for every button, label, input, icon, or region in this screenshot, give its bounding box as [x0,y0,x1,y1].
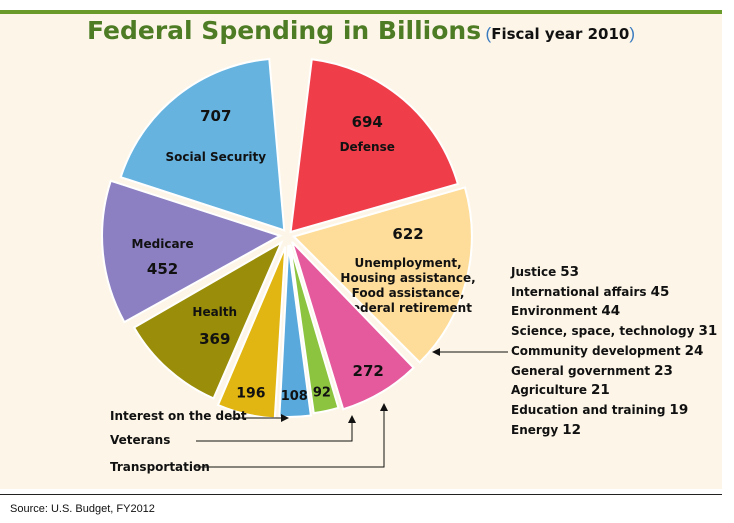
arrow-transportation [380,403,388,411]
slice-value-707: 707 [200,107,231,125]
leader-transportation [196,408,385,468]
small-item-label: Community development [511,343,681,358]
pie-slice-108 [278,244,312,418]
slice-value-196: 196 [236,386,265,402]
small-item-4: Community development 24 [511,342,717,362]
source-note: Source: U.S. Budget, FY2012 [10,503,155,515]
small-items-list: Justice 53 International affairs 45 Environm… [511,263,717,440]
small-item-value: 45 [650,283,670,300]
small-item-label: Energy [511,422,559,437]
slice-label-622-0: Unemployment, [354,256,461,270]
pie-slice-272 [291,241,416,411]
slice-value-452: 452 [147,260,178,278]
small-item-5: General government 23 [511,362,717,382]
small-item-1: International affairs 45 [511,283,717,303]
small-item-value: 53 [560,264,580,280]
small-item-6: Agriculture 21 [511,381,717,401]
arrow-veterans [348,415,356,423]
slice-value-108: 108 [281,389,308,404]
small-item-7: Education and training 19 [511,401,717,421]
small-item-value: 44 [601,303,621,320]
arrow-interest [281,414,289,422]
pie-slice-452 [101,179,283,324]
slice-label-452-0: Medicare [132,237,194,251]
leader-veterans [196,420,353,442]
slice-value-272: 272 [353,362,384,380]
slice-value-622: 622 [392,225,423,243]
small-item-label: International affairs [511,284,647,299]
small-item-2: Environment 44 [511,302,717,322]
small-item-label: Justice [511,265,557,279]
pie-slice-369 [132,240,284,400]
pie-slice-707 [119,57,286,232]
small-item-label: Science, space, technology [511,324,695,339]
slice-label-369-0: Health [192,305,237,319]
slice-label-707-0: Social Security [166,150,267,164]
pie-slice-92 [289,244,340,415]
slice-value-694: 694 [352,113,383,131]
small-item-value: 23 [654,362,673,379]
small-item-value: 12 [562,421,582,438]
slice-label-622-3: Federal retirement [344,301,472,315]
chart-title: Federal Spending in Billions (Fiscal yea… [0,16,722,45]
subtitle-close-paren: ) [629,24,636,43]
small-item-label: Environment [511,304,598,319]
slice-label-622-1: Housing assistance, [340,271,475,285]
small-item-label: Education and training [511,402,666,417]
slice-label-694-0: Defense [340,140,395,154]
small-item-label: Agriculture [511,383,588,398]
subtitle-open-paren: ( [485,24,492,43]
pie-slice-622 [291,186,473,364]
title-text: Federal Spending in Billions [86,16,482,45]
callout-transportation-label: Transportation [110,460,210,474]
small-item-8: Energy 12 [511,421,717,441]
slice-value-369: 369 [199,330,230,348]
pie-slice-694 [289,58,460,234]
small-item-value: 24 [684,342,704,359]
callout-veterans-label: Veterans [110,433,171,447]
bottom-rule [0,494,722,495]
subtitle-text: Fiscal year 2010 [491,25,630,43]
small-item-0: Justice 53 [511,263,717,283]
small-item-value: 31 [698,323,718,340]
slice-label-622-2: Food assistance, [352,286,465,300]
slice-value-92: 92 [313,385,331,400]
arrow-small-items [432,348,440,356]
small-item-value: 19 [669,401,689,418]
small-item-3: Science, space, technology 31 [511,322,717,342]
small-item-label: General government [511,363,651,378]
callout-interest-label: Interest on the debt [110,409,247,423]
small-item-value: 21 [591,382,610,399]
